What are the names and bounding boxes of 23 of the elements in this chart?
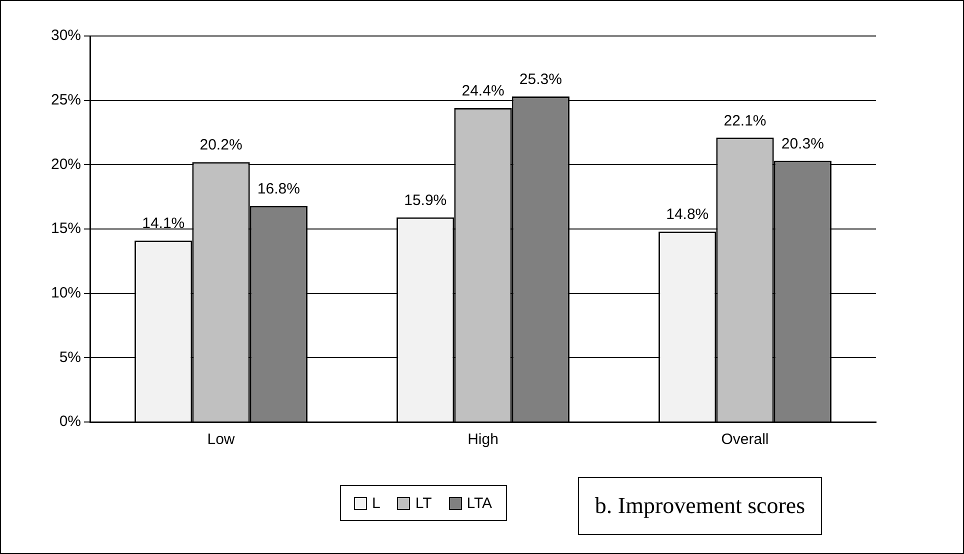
y-tick-label: 30% xyxy=(50,27,82,44)
data-label: 14.8% xyxy=(666,206,709,224)
y-tick-label: 25% xyxy=(50,91,82,108)
legend-label: LT xyxy=(415,494,432,512)
text: b. Improvement scores xyxy=(578,477,822,535)
data-label: 14.1% xyxy=(142,215,185,232)
y-tick-label: 0% xyxy=(59,413,82,430)
x-tick-label: Overall xyxy=(721,431,769,448)
legend-label: L xyxy=(372,494,380,512)
y-tick-label: 20% xyxy=(50,156,82,173)
x-tick-label: High xyxy=(468,431,498,448)
data-label: 25.3% xyxy=(519,71,562,88)
x-tick-label: Low xyxy=(207,431,235,448)
data-label: 22.1% xyxy=(724,112,766,130)
y-tick-label: 5% xyxy=(59,348,82,366)
data-label: 24.4% xyxy=(462,82,504,100)
data-label: 20.2% xyxy=(200,136,242,154)
data-label: 16.8% xyxy=(257,180,300,198)
data-label: 20.3% xyxy=(781,135,824,152)
y-tick-label: 10% xyxy=(50,284,82,302)
legend-label: LTA xyxy=(466,494,492,512)
data-label: 15.9% xyxy=(404,192,447,210)
y-tick-label: 15% xyxy=(50,220,82,238)
